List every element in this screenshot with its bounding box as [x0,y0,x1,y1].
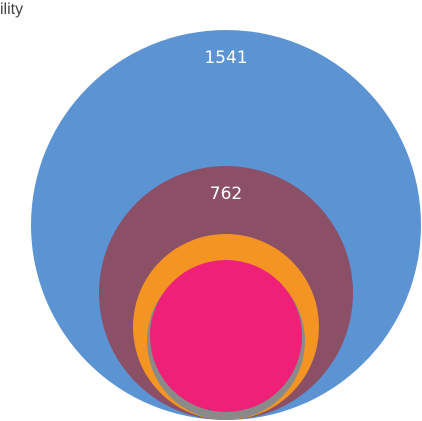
circle-label-1: 762 [210,184,242,204]
circle-label-0: 1541 [204,48,247,68]
circle-mark-4 [150,260,302,412]
chart-title: ility [0,1,24,18]
